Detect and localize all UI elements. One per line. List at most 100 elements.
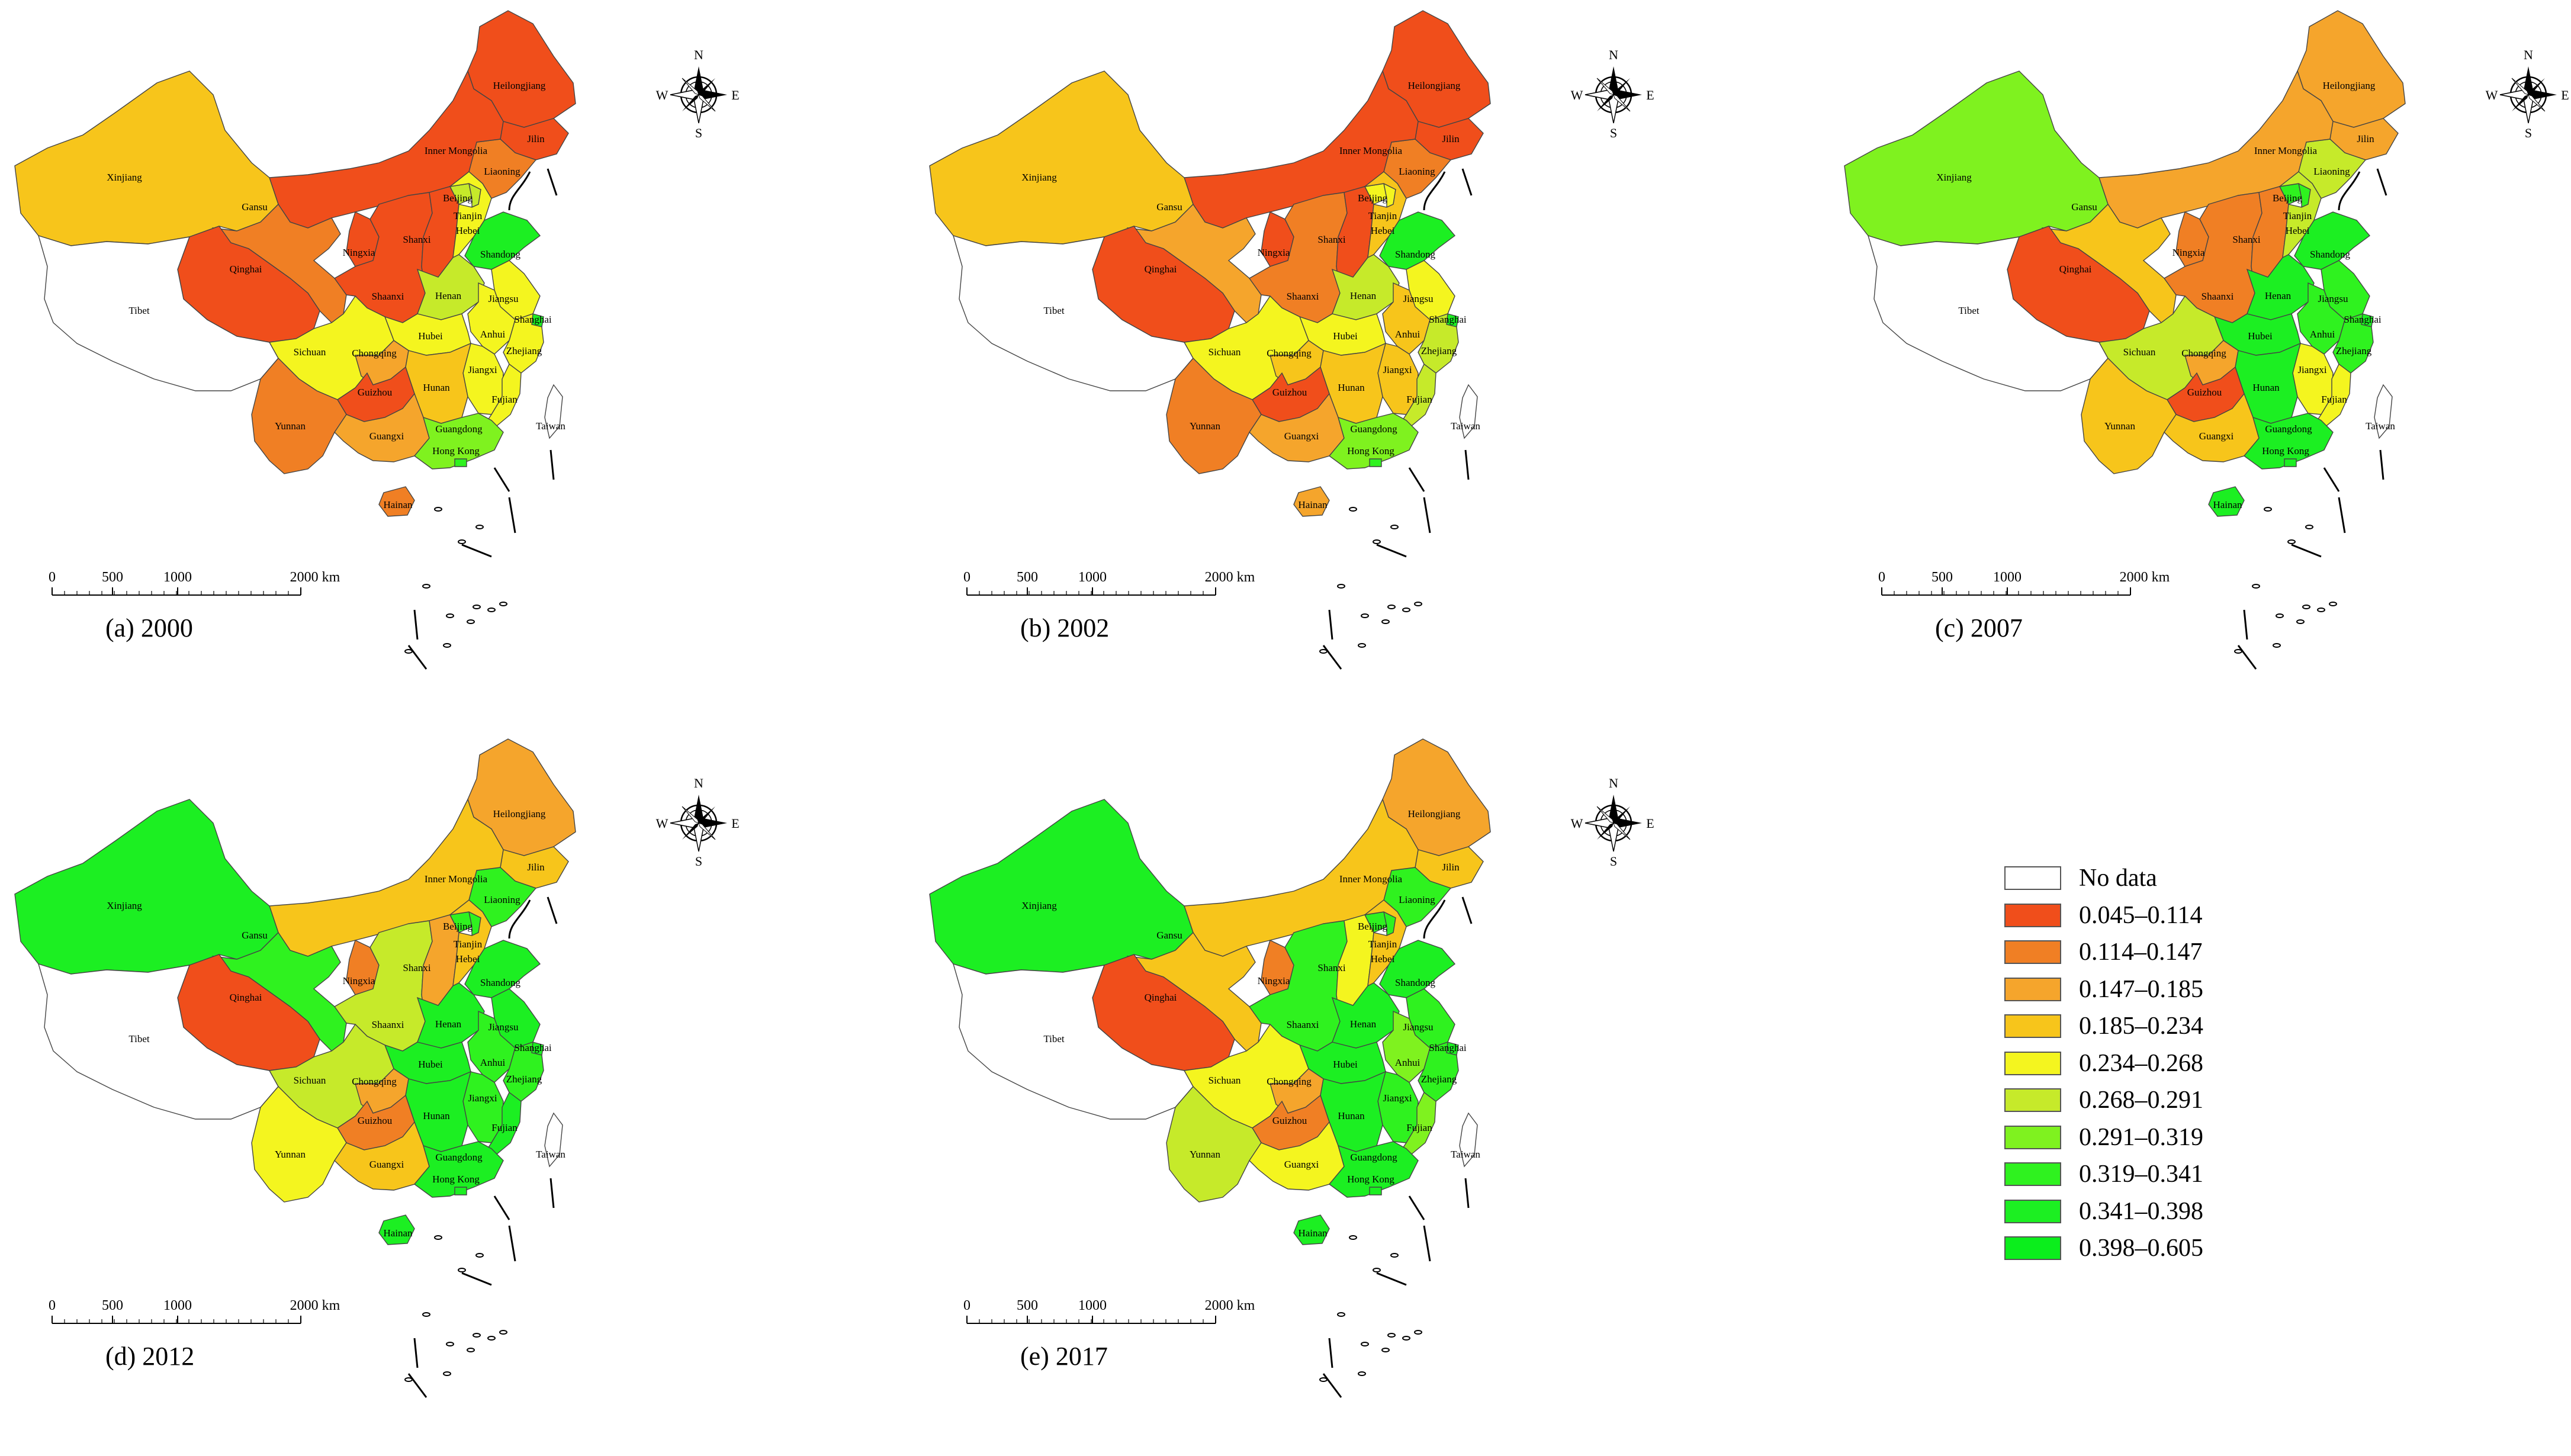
province-label: Hunan — [423, 382, 450, 393]
province-label: Shanxi — [403, 962, 431, 973]
compass-e-label: E — [2561, 88, 2569, 102]
china-map: Heilongjiang Jilin Liaoning Inner Mongolia X… — [14, 738, 740, 1398]
province-xinjiang — [929, 799, 1194, 975]
province-label: Hunan — [423, 1110, 450, 1121]
province-hainan — [1293, 486, 1330, 517]
scale-tick-label: 0 — [49, 1298, 56, 1313]
province-fujian — [1399, 1091, 1436, 1155]
province-label: Guangdong — [1350, 423, 1397, 435]
province-label: Yunnan — [1190, 1149, 1220, 1160]
province-label: Taiwan — [2366, 420, 2395, 432]
province-label: Guangxi — [2199, 430, 2234, 442]
province-label: Qinghai — [230, 992, 262, 1003]
province-label: Shanghai — [1429, 1042, 1467, 1053]
province-label: Zhejiang — [1421, 1073, 1457, 1085]
province-label: Jilin — [1442, 133, 1460, 144]
province-xinjiang — [14, 70, 279, 246]
province-label: Jiangsu — [489, 293, 519, 304]
province-label: Guangdong — [1350, 1152, 1397, 1163]
province-yunnan — [1166, 1085, 1262, 1203]
compass-n-label: N — [694, 47, 703, 62]
map-panel-2012: Heilongjiang Jilin Liaoning Inner Mongolia X… — [0, 728, 847, 1427]
legend-label: 0.398–0.605 — [2079, 1235, 2203, 1262]
province-label: Guizhou — [2187, 387, 2222, 398]
island — [1402, 608, 1410, 612]
north-arrow-icon — [1585, 66, 1642, 124]
compass-e-label: E — [1646, 816, 1654, 831]
north-arrow-icon — [1585, 795, 1642, 852]
legend-label: 0.114–0.147 — [2079, 938, 2203, 966]
island — [1402, 1336, 1410, 1341]
province-label: Zhejiang — [1421, 345, 1457, 356]
province-label: Jiangxi — [1383, 364, 1412, 375]
province-zhejiang — [1418, 313, 1459, 374]
china-map: Heilongjiang Jilin Liaoning Inner Mongolia X… — [14, 10, 740, 670]
legend-swatch — [2004, 866, 2061, 891]
china-map: Heilongjiang Jilin Liaoning Inner Mongolia X… — [1844, 10, 2569, 670]
island — [1337, 1312, 1345, 1317]
province-label: Heilongjiang — [2323, 80, 2376, 91]
compass-n-label: N — [694, 776, 703, 790]
legend-swatch — [2004, 1236, 2061, 1261]
island — [467, 619, 475, 624]
compass-w-label: W — [1571, 88, 1583, 102]
legend-item: 0.268–0.291 — [2004, 1082, 2312, 1119]
province-label: Qinghai — [230, 263, 262, 275]
legend-item: 0.114–0.147 — [2004, 934, 2312, 971]
province-label: Shandong — [1395, 977, 1436, 988]
legend-label: 0.234–0.268 — [2079, 1049, 2203, 1077]
province-label: Shandong — [480, 249, 521, 260]
province-label: Tibet — [1043, 1033, 1065, 1044]
province-xinjiang — [1844, 70, 2109, 246]
compass-s-label: S — [1610, 854, 1617, 869]
legend: No data 0.045–0.114 0.114–0.147 0.147–0.… — [2004, 860, 2312, 1267]
province-label: Jilin — [527, 862, 545, 873]
province-hong-kong — [2284, 458, 2297, 467]
province-taiwan — [2374, 384, 2393, 439]
province-zhejiang — [1418, 1041, 1459, 1102]
province-label: Shaanxi — [1287, 1019, 1319, 1030]
province-label: Fujian — [2321, 394, 2347, 405]
island — [1358, 1371, 1366, 1376]
province-label: Shanghai — [1429, 314, 1467, 325]
province-label: Shandong — [2310, 249, 2351, 260]
province-label: Tianjin — [1368, 210, 1397, 221]
legend-swatch — [2004, 1088, 2061, 1113]
island — [2296, 619, 2305, 624]
legend-item: 0.045–0.114 — [2004, 897, 2312, 934]
north-arrow-icon — [2499, 66, 2557, 124]
scale-tick-label: 500 — [102, 1298, 123, 1313]
province-yunnan — [251, 1085, 347, 1203]
compass-w-label: W — [656, 88, 669, 102]
province-label: Henan — [1350, 1018, 1377, 1030]
province-label: Shaanxi — [372, 291, 404, 302]
legend-label: No data — [2079, 864, 2157, 892]
compass-s-label: S — [1610, 126, 1617, 140]
island — [1337, 584, 1345, 589]
province-label: Ningxia — [1258, 975, 1290, 986]
legend-label: 0.291–0.319 — [2079, 1123, 2203, 1151]
province-label: Hunan — [1338, 382, 1365, 393]
province-label: Qinghai — [1145, 992, 1177, 1003]
province-fujian — [1399, 363, 1436, 427]
island — [1414, 602, 1422, 606]
island — [1319, 649, 1328, 654]
province-label: Hunan — [1338, 1110, 1365, 1121]
province-label: Jiangsu — [1403, 1021, 1434, 1033]
province-hainan — [378, 1214, 415, 1245]
scale-tick-label: 0 — [963, 570, 970, 585]
island — [2234, 649, 2242, 654]
legend-label: 0.341–0.398 — [2079, 1197, 2203, 1225]
compass-w-label: W — [656, 816, 669, 831]
province-label: Tibet — [1958, 305, 1979, 316]
province-label: Fujian — [491, 394, 518, 405]
island — [1361, 1342, 1369, 1346]
island — [1390, 1253, 1399, 1258]
legend-label: 0.319–0.341 — [2079, 1161, 2203, 1188]
province-label: Hebei — [1371, 953, 1395, 965]
province-label: Xinjiang — [107, 172, 142, 183]
legend-label: 0.147–0.185 — [2079, 975, 2203, 1003]
map-caption: (d) 2012 — [105, 1342, 195, 1371]
island — [2287, 539, 2296, 544]
province-label: Xinjiang — [1021, 172, 1057, 183]
